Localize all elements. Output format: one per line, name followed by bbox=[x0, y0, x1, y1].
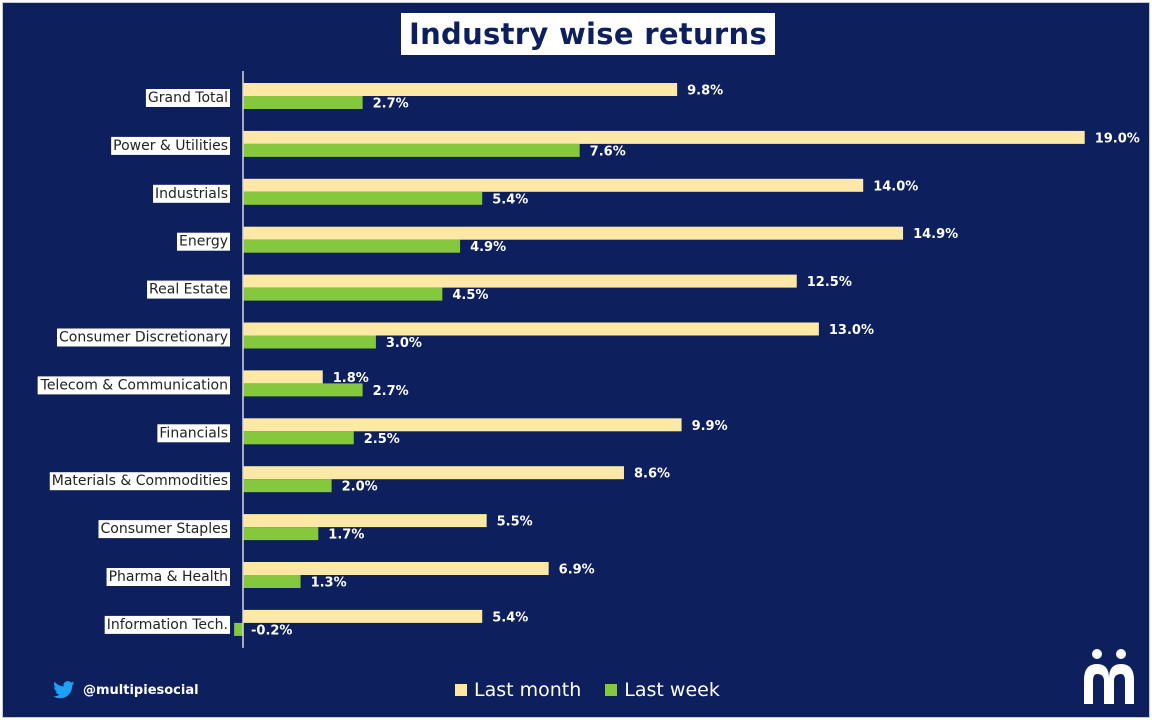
category-label-bg-grand-total bbox=[145, 89, 230, 107]
legend-item-last-week: Last week bbox=[605, 679, 720, 701]
bar-last-month-consumer-discretionary bbox=[243, 322, 819, 336]
data-label-last-month-information-tech: 5.4% bbox=[492, 610, 528, 625]
legend-label-last-month: Last month bbox=[474, 679, 582, 701]
legend-label-last-week: Last week bbox=[624, 679, 720, 701]
bar-last-month-information-tech bbox=[243, 609, 483, 623]
data-label-last-month-materials-and-commodities: 8.6% bbox=[634, 467, 670, 482]
category-label-industrials: Industrials bbox=[155, 186, 228, 202]
category-label-telecom-and-communication: Telecom & Communication bbox=[40, 377, 228, 393]
bar-last-week-consumer-staples bbox=[243, 527, 319, 541]
category-label-bg-materials-and-commodities bbox=[49, 472, 230, 491]
bar-last-month-telecom-and-communication bbox=[243, 370, 323, 384]
data-label-last-week-consumer-staples: 1.7% bbox=[328, 528, 364, 543]
multipie-logo-icon bbox=[1084, 649, 1134, 704]
data-label-last-week-grand-total: 2.7% bbox=[373, 97, 409, 112]
bar-last-week-real-estate bbox=[243, 287, 443, 301]
bar-last-week-pharma-and-health bbox=[243, 575, 301, 588]
bar-last-week-grand-total bbox=[243, 96, 363, 109]
category-label-bg-power-and-utilities bbox=[111, 136, 230, 155]
legend-swatch-last-week bbox=[605, 684, 618, 696]
category-label-bg-industrials bbox=[153, 184, 230, 203]
category-label-consumer-discretionary: Consumer Discretionary bbox=[59, 330, 228, 346]
bar-last-week-information-tech bbox=[234, 622, 243, 636]
data-label-last-month-energy: 14.9% bbox=[913, 227, 958, 242]
category-label-bg-consumer-discretionary bbox=[57, 328, 230, 347]
bar-last-month-pharma-and-health bbox=[243, 562, 549, 575]
bar-last-month-materials-and-commodities bbox=[243, 466, 624, 480]
bar-last-month-power-and-utilities bbox=[243, 130, 1085, 144]
category-label-bg-financials bbox=[157, 424, 230, 443]
data-label-last-month-real-estate: 12.5% bbox=[807, 275, 852, 290]
data-label-last-month-consumer-discretionary: 13.0% bbox=[829, 323, 874, 338]
data-label-last-week-industrials: 5.4% bbox=[492, 192, 528, 207]
data-label-last-month-consumer-staples: 5.5% bbox=[497, 515, 533, 530]
data-label-last-week-financials: 2.5% bbox=[364, 432, 400, 447]
category-label-bg-pharma-and-health bbox=[106, 568, 230, 586]
bar-last-month-consumer-staples bbox=[243, 514, 487, 528]
legend-swatch-last-month bbox=[455, 684, 467, 696]
data-label-last-month-pharma-and-health: 6.9% bbox=[559, 563, 595, 578]
data-label-last-month-power-and-utilities: 19.0% bbox=[1095, 131, 1140, 146]
bar-chart: Grand Total 9.8% 2.7% Power & Utilities 19.0… bbox=[37, 71, 1140, 648]
category-label-bg-telecom-and-communication bbox=[37, 376, 230, 395]
category-label-bg-energy bbox=[176, 232, 230, 251]
data-label-last-month-telecom-and-communication: 1.8% bbox=[333, 371, 369, 386]
category-label-power-and-utilities: Power & Utilities bbox=[113, 138, 228, 154]
bar-last-week-materials-and-commodities bbox=[243, 479, 332, 493]
bar-last-month-real-estate bbox=[243, 274, 797, 288]
category-label-bg-consumer-staples bbox=[98, 520, 230, 539]
bar-last-month-energy bbox=[243, 226, 904, 240]
bar-last-week-consumer-discretionary bbox=[243, 335, 376, 349]
data-label-last-week-energy: 4.9% bbox=[470, 240, 506, 255]
bar-last-month-grand-total bbox=[243, 83, 678, 96]
chart-legend: Last month Last week bbox=[455, 677, 720, 703]
legend-item-last-month: Last month bbox=[455, 679, 581, 701]
data-label-last-week-consumer-discretionary: 3.0% bbox=[386, 336, 422, 351]
data-label-last-month-grand-total: 9.8% bbox=[687, 84, 723, 99]
bar-last-week-energy bbox=[243, 239, 461, 253]
chart-title: Industry wise returns bbox=[401, 13, 776, 55]
data-label-last-week-telecom-and-communication: 2.7% bbox=[373, 384, 409, 399]
bar-last-week-power-and-utilities bbox=[243, 143, 580, 157]
bar-last-month-industrials bbox=[243, 178, 864, 192]
category-label-information-tech: Information Tech. bbox=[107, 617, 228, 633]
data-label-last-week-real-estate: 4.5% bbox=[452, 288, 488, 303]
bar-last-week-industrials bbox=[243, 191, 483, 205]
data-label-last-month-financials: 9.9% bbox=[692, 419, 728, 434]
social-handle-text: @multipiesocial bbox=[83, 682, 199, 698]
twitter-bird-icon bbox=[53, 681, 75, 699]
category-label-pharma-and-health: Pharma & Health bbox=[109, 569, 228, 585]
data-label-last-month-industrials: 14.0% bbox=[873, 179, 918, 194]
data-label-last-week-pharma-and-health: 1.3% bbox=[311, 576, 347, 591]
category-label-grand-total: Grand Total bbox=[148, 90, 228, 106]
category-label-consumer-staples: Consumer Staples bbox=[101, 521, 228, 537]
data-label-last-week-materials-and-commodities: 2.0% bbox=[342, 480, 378, 495]
category-label-materials-and-commodities: Materials & Commodities bbox=[52, 473, 228, 489]
bar-last-week-financials bbox=[243, 431, 354, 445]
category-label-bg-real-estate bbox=[147, 280, 230, 299]
data-label-last-week-information-tech: -0.2% bbox=[251, 623, 292, 638]
social-handle[interactable]: @multipiesocial bbox=[53, 679, 199, 701]
category-label-real-estate: Real Estate bbox=[149, 282, 228, 298]
bar-last-week-telecom-and-communication bbox=[243, 383, 363, 397]
category-label-financials: Financials bbox=[159, 425, 228, 441]
bar-last-month-financials bbox=[243, 418, 682, 432]
category-label-bg-information-tech bbox=[104, 615, 230, 634]
category-label-energy: Energy bbox=[179, 234, 228, 250]
data-label-last-week-power-and-utilities: 7.6% bbox=[590, 144, 626, 159]
